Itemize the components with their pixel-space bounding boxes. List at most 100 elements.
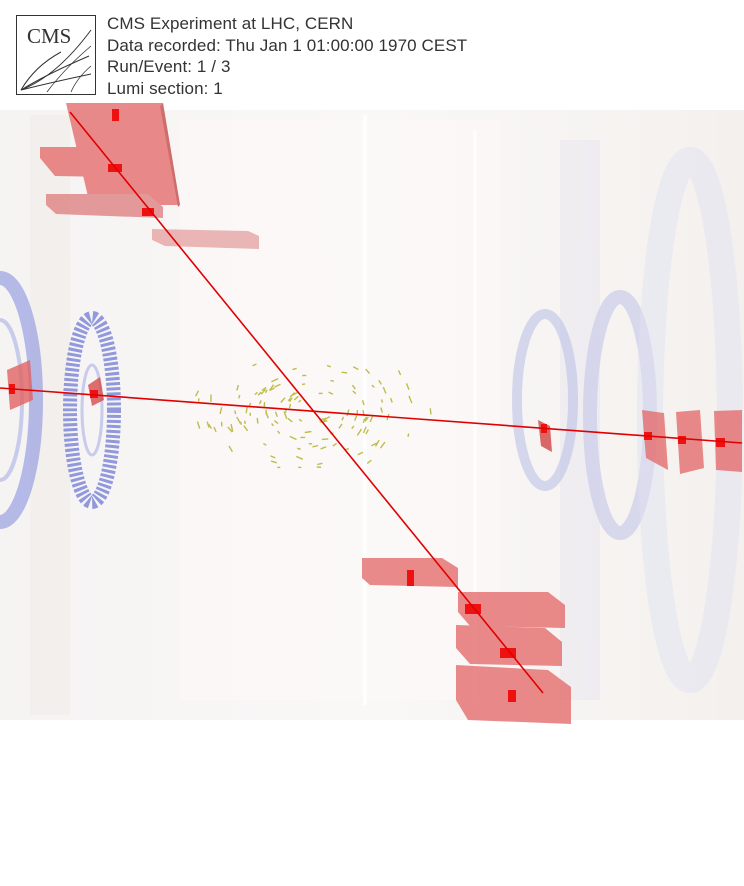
tracker-hit: [356, 428, 363, 436]
tracker-hit: [321, 438, 329, 441]
tracker-hit: [341, 371, 348, 374]
tracker-hit: [429, 408, 432, 415]
tracker-hit: [268, 384, 275, 392]
tracker-hit: [371, 442, 378, 447]
tracker-hit: [320, 446, 327, 450]
muon-hit: [500, 648, 516, 658]
tracker-hit: [287, 417, 293, 423]
tracker-hit: [297, 447, 301, 450]
muon-chamber: [46, 194, 163, 218]
endcap-disk-left-inner-core: [80, 363, 104, 457]
tracker-hit: [361, 400, 365, 406]
tracker-hit: [364, 416, 369, 422]
tracker-hit: [357, 451, 364, 456]
tracker-hit: [389, 397, 393, 403]
tracker-hit: [252, 363, 257, 367]
tracker-hit: [363, 416, 368, 422]
tracker-hit: [243, 425, 249, 432]
tracker-hit: [295, 455, 304, 460]
tracker-hit: [289, 435, 297, 441]
tracker-hit: [298, 399, 302, 403]
tracker-hit: [264, 389, 268, 394]
tracker-hit: [230, 423, 234, 432]
tracker-hit: [298, 418, 303, 422]
tracker-hit: [236, 416, 242, 424]
tracker-hit: [238, 394, 241, 399]
tracker-hit: [292, 367, 297, 371]
tracker-hit: [371, 384, 375, 388]
tracker-hit: [236, 384, 240, 391]
tracker-hit: [271, 423, 275, 427]
tracker-hit: [208, 423, 213, 429]
tracker-hit: [365, 368, 371, 374]
tracker-hit: [277, 430, 281, 435]
tracker-hit: [317, 462, 323, 466]
tracker-hit: [312, 444, 319, 448]
tracker-hit: [280, 397, 286, 403]
tracker-hit: [369, 415, 374, 423]
tracker-hit: [352, 390, 357, 395]
muon-chamber: [152, 229, 259, 249]
muon-chamber: [458, 592, 565, 628]
tracker-hit: [227, 426, 233, 433]
tracker-hit: [270, 387, 275, 391]
tracker-hit: [352, 366, 359, 371]
lumi-section-label: Lumi section: 1: [107, 78, 223, 98]
tracker-hit: [271, 377, 279, 383]
muon-chamber-side: [160, 103, 180, 207]
tracker-hit: [258, 400, 262, 405]
tracker-hit: [365, 429, 370, 435]
tracker-hit: [196, 421, 201, 429]
tracker-hit: [351, 384, 356, 390]
experiment-label: CMS Experiment at LHC, CERN: [107, 14, 354, 33]
muon-chamber: [714, 410, 742, 472]
tracker-hit: [289, 397, 293, 403]
event-header: CMS CMS Experiment at LHC, CERN Data rec…: [14, 13, 574, 99]
tracker-hit: [240, 421, 242, 425]
tracker-hit: [263, 442, 267, 446]
tracker-hit: [234, 410, 237, 415]
tracker-hit: [341, 416, 345, 421]
tracker-hit: [301, 383, 306, 386]
event-info: CMS Experiment at LHC, CERN Data recorde…: [107, 13, 467, 99]
tracker-hit: [346, 409, 350, 417]
tracker-hit: [248, 402, 252, 407]
tracker-hit: [326, 364, 332, 368]
muon-hit: [407, 570, 414, 586]
tracker-hit: [261, 386, 267, 392]
tracker-hit: [288, 403, 292, 409]
muon-hit: [716, 438, 725, 447]
tracker-hit: [380, 407, 384, 413]
muon-hit: [678, 436, 686, 444]
endcap-disk-left-outer: [0, 271, 43, 529]
muon-chamber: [7, 360, 33, 410]
tracker-hit: [254, 391, 258, 396]
tracker-hit: [274, 411, 278, 418]
muon-hit: [465, 604, 481, 614]
tracker-hit: [260, 388, 267, 395]
tracker-hit: [206, 421, 210, 428]
tracker-hit: [274, 383, 281, 388]
tracker-hit: [323, 415, 331, 421]
tracker-hit: [366, 459, 372, 465]
tracker-hit: [219, 407, 223, 415]
muon-chamber: [40, 147, 162, 178]
tracker-hit: [304, 430, 312, 434]
cms-logo-icon: CMS: [16, 15, 96, 95]
tracker-hit: [338, 423, 343, 429]
tracker-hit: [213, 426, 217, 433]
muon-track-2: [0, 387, 743, 444]
tracker-hit: [408, 395, 413, 404]
tracker-hit: [330, 379, 335, 382]
tracker-hit: [405, 383, 410, 390]
tracker-hit: [273, 419, 279, 425]
tracker-hit: [328, 391, 334, 395]
muon-chamber: [456, 625, 562, 666]
tracker-hit: [382, 386, 387, 394]
muon-hit: [90, 390, 98, 398]
muon-chamber: [676, 410, 704, 474]
tracker-hit: [270, 455, 276, 459]
muon-tracks: [0, 111, 743, 694]
tracker-hit: [256, 417, 259, 424]
